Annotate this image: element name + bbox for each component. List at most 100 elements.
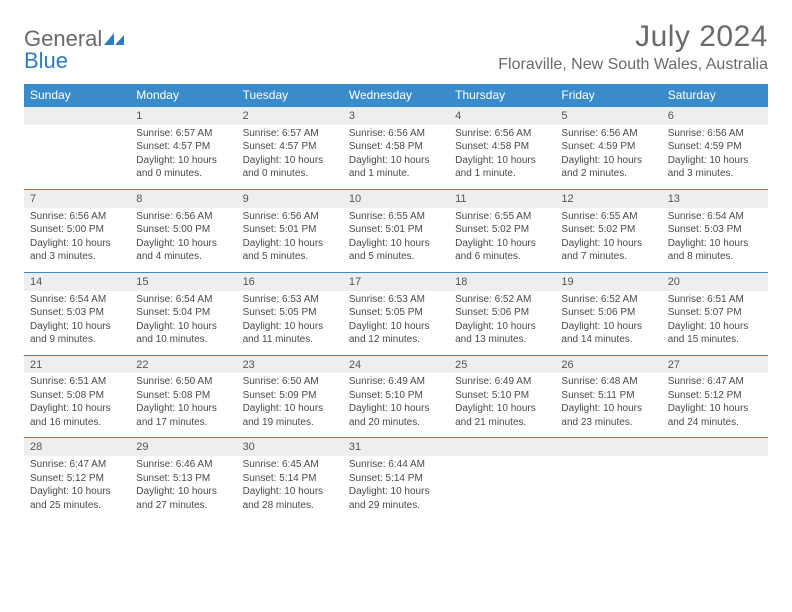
sunrise-line: Sunrise: 6:55 AM bbox=[455, 210, 549, 224]
sunset-line: Sunset: 4:58 PM bbox=[455, 140, 549, 154]
daylight-line: Daylight: 10 hours and 13 minutes. bbox=[455, 320, 549, 347]
weekday-header: Friday bbox=[555, 84, 661, 107]
sunset-line: Sunset: 5:10 PM bbox=[455, 389, 549, 403]
day-content-cell: Sunrise: 6:50 AMSunset: 5:09 PMDaylight:… bbox=[237, 373, 343, 438]
day-number-cell: 26 bbox=[555, 355, 661, 373]
sunset-line: Sunset: 4:57 PM bbox=[136, 140, 230, 154]
sunset-line: Sunset: 4:57 PM bbox=[243, 140, 337, 154]
day-number-cell: 4 bbox=[449, 107, 555, 125]
day-content-cell: Sunrise: 6:56 AMSunset: 4:59 PMDaylight:… bbox=[662, 125, 768, 190]
day-content-cell bbox=[24, 125, 130, 190]
day-number: 2 bbox=[237, 107, 343, 125]
day-number: 9 bbox=[237, 190, 343, 208]
daylight-line: Daylight: 10 hours and 19 minutes. bbox=[243, 402, 337, 429]
day-number: 16 bbox=[237, 273, 343, 291]
sunrise-line: Sunrise: 6:54 AM bbox=[136, 293, 230, 307]
day-content-cell: Sunrise: 6:54 AMSunset: 5:04 PMDaylight:… bbox=[130, 291, 236, 356]
day-number: 11 bbox=[449, 190, 555, 208]
daylight-line: Daylight: 10 hours and 8 minutes. bbox=[668, 237, 762, 264]
daylight-line: Daylight: 10 hours and 0 minutes. bbox=[243, 154, 337, 181]
sunrise-line: Sunrise: 6:57 AM bbox=[136, 127, 230, 141]
sunrise-line: Sunrise: 6:48 AM bbox=[561, 375, 655, 389]
sunset-line: Sunset: 5:05 PM bbox=[349, 306, 443, 320]
weekday-header: Thursday bbox=[449, 84, 555, 107]
day-detail: Sunrise: 6:52 AMSunset: 5:06 PMDaylight:… bbox=[555, 291, 661, 355]
day-detail: Sunrise: 6:44 AMSunset: 5:14 PMDaylight:… bbox=[343, 456, 449, 520]
sunrise-line: Sunrise: 6:52 AM bbox=[455, 293, 549, 307]
day-detail: Sunrise: 6:50 AMSunset: 5:09 PMDaylight:… bbox=[237, 373, 343, 437]
day-content-cell: Sunrise: 6:49 AMSunset: 5:10 PMDaylight:… bbox=[343, 373, 449, 438]
sunset-line: Sunset: 5:08 PM bbox=[136, 389, 230, 403]
sunset-line: Sunset: 5:10 PM bbox=[349, 389, 443, 403]
sunset-line: Sunset: 5:01 PM bbox=[243, 223, 337, 237]
day-number-cell: 20 bbox=[662, 272, 768, 290]
calendar-table: SundayMondayTuesdayWednesdayThursdayFrid… bbox=[24, 84, 768, 520]
weekday-header: Tuesday bbox=[237, 84, 343, 107]
day-number-cell bbox=[662, 438, 768, 456]
daylight-line: Daylight: 10 hours and 21 minutes. bbox=[455, 402, 549, 429]
weekday-header: Sunday bbox=[24, 84, 130, 107]
sunrise-line: Sunrise: 6:56 AM bbox=[668, 127, 762, 141]
day-content-row: Sunrise: 6:54 AMSunset: 5:03 PMDaylight:… bbox=[24, 291, 768, 356]
daylight-line: Daylight: 10 hours and 14 minutes. bbox=[561, 320, 655, 347]
day-number-row: 123456 bbox=[24, 107, 768, 125]
sunrise-line: Sunrise: 6:57 AM bbox=[243, 127, 337, 141]
day-number: 4 bbox=[449, 107, 555, 125]
day-number: 23 bbox=[237, 356, 343, 374]
day-content-cell bbox=[449, 456, 555, 520]
day-content-cell: Sunrise: 6:49 AMSunset: 5:10 PMDaylight:… bbox=[449, 373, 555, 438]
sunrise-line: Sunrise: 6:46 AM bbox=[136, 458, 230, 472]
sunrise-line: Sunrise: 6:55 AM bbox=[349, 210, 443, 224]
day-number-cell: 17 bbox=[343, 272, 449, 290]
sunrise-line: Sunrise: 6:53 AM bbox=[243, 293, 337, 307]
sunset-line: Sunset: 5:05 PM bbox=[243, 306, 337, 320]
day-content-cell: Sunrise: 6:55 AMSunset: 5:02 PMDaylight:… bbox=[555, 208, 661, 273]
sunset-line: Sunset: 5:02 PM bbox=[561, 223, 655, 237]
daylight-line: Daylight: 10 hours and 9 minutes. bbox=[30, 320, 124, 347]
sunrise-line: Sunrise: 6:53 AM bbox=[349, 293, 443, 307]
weekday-header: Monday bbox=[130, 84, 236, 107]
sunset-line: Sunset: 5:12 PM bbox=[30, 472, 124, 486]
day-content-cell: Sunrise: 6:57 AMSunset: 4:57 PMDaylight:… bbox=[130, 125, 236, 190]
daylight-line: Daylight: 10 hours and 27 minutes. bbox=[136, 485, 230, 512]
day-detail: Sunrise: 6:52 AMSunset: 5:06 PMDaylight:… bbox=[449, 291, 555, 355]
day-number-cell: 6 bbox=[662, 107, 768, 125]
day-detail: Sunrise: 6:51 AMSunset: 5:08 PMDaylight:… bbox=[24, 373, 130, 437]
day-detail: Sunrise: 6:48 AMSunset: 5:11 PMDaylight:… bbox=[555, 373, 661, 437]
weekday-header: Wednesday bbox=[343, 84, 449, 107]
sunset-line: Sunset: 5:07 PM bbox=[668, 306, 762, 320]
day-detail: Sunrise: 6:56 AMSunset: 4:59 PMDaylight:… bbox=[555, 125, 661, 189]
sunrise-line: Sunrise: 6:47 AM bbox=[30, 458, 124, 472]
sunrise-line: Sunrise: 6:55 AM bbox=[561, 210, 655, 224]
day-content-cell: Sunrise: 6:45 AMSunset: 5:14 PMDaylight:… bbox=[237, 456, 343, 520]
day-detail: Sunrise: 6:50 AMSunset: 5:08 PMDaylight:… bbox=[130, 373, 236, 437]
daylight-line: Daylight: 10 hours and 4 minutes. bbox=[136, 237, 230, 264]
day-detail: Sunrise: 6:47 AMSunset: 5:12 PMDaylight:… bbox=[24, 456, 130, 520]
sunrise-line: Sunrise: 6:56 AM bbox=[243, 210, 337, 224]
day-number-cell: 13 bbox=[662, 189, 768, 207]
day-number: 7 bbox=[24, 190, 130, 208]
day-detail: Sunrise: 6:49 AMSunset: 5:10 PMDaylight:… bbox=[343, 373, 449, 437]
day-content-cell: Sunrise: 6:56 AMSunset: 5:01 PMDaylight:… bbox=[237, 208, 343, 273]
daylight-line: Daylight: 10 hours and 25 minutes. bbox=[30, 485, 124, 512]
sunset-line: Sunset: 5:08 PM bbox=[30, 389, 124, 403]
day-number-row: 78910111213 bbox=[24, 189, 768, 207]
day-content-cell: Sunrise: 6:46 AMSunset: 5:13 PMDaylight:… bbox=[130, 456, 236, 520]
day-number-row: 28293031 bbox=[24, 438, 768, 456]
logo-text-2: Blue bbox=[24, 48, 68, 74]
day-number: 24 bbox=[343, 356, 449, 374]
day-number-cell: 3 bbox=[343, 107, 449, 125]
day-detail: Sunrise: 6:53 AMSunset: 5:05 PMDaylight:… bbox=[343, 291, 449, 355]
day-detail: Sunrise: 6:57 AMSunset: 4:57 PMDaylight:… bbox=[237, 125, 343, 189]
sunrise-line: Sunrise: 6:50 AM bbox=[136, 375, 230, 389]
sunset-line: Sunset: 5:00 PM bbox=[136, 223, 230, 237]
day-content-row: Sunrise: 6:56 AMSunset: 5:00 PMDaylight:… bbox=[24, 208, 768, 273]
sunrise-line: Sunrise: 6:45 AM bbox=[243, 458, 337, 472]
sunset-line: Sunset: 5:11 PM bbox=[561, 389, 655, 403]
daylight-line: Daylight: 10 hours and 5 minutes. bbox=[243, 237, 337, 264]
day-content-cell: Sunrise: 6:53 AMSunset: 5:05 PMDaylight:… bbox=[343, 291, 449, 356]
day-detail: Sunrise: 6:56 AMSunset: 5:00 PMDaylight:… bbox=[24, 208, 130, 272]
day-number: 6 bbox=[662, 107, 768, 125]
month-title: July 2024 bbox=[498, 20, 768, 54]
daylight-line: Daylight: 10 hours and 1 minute. bbox=[455, 154, 549, 181]
